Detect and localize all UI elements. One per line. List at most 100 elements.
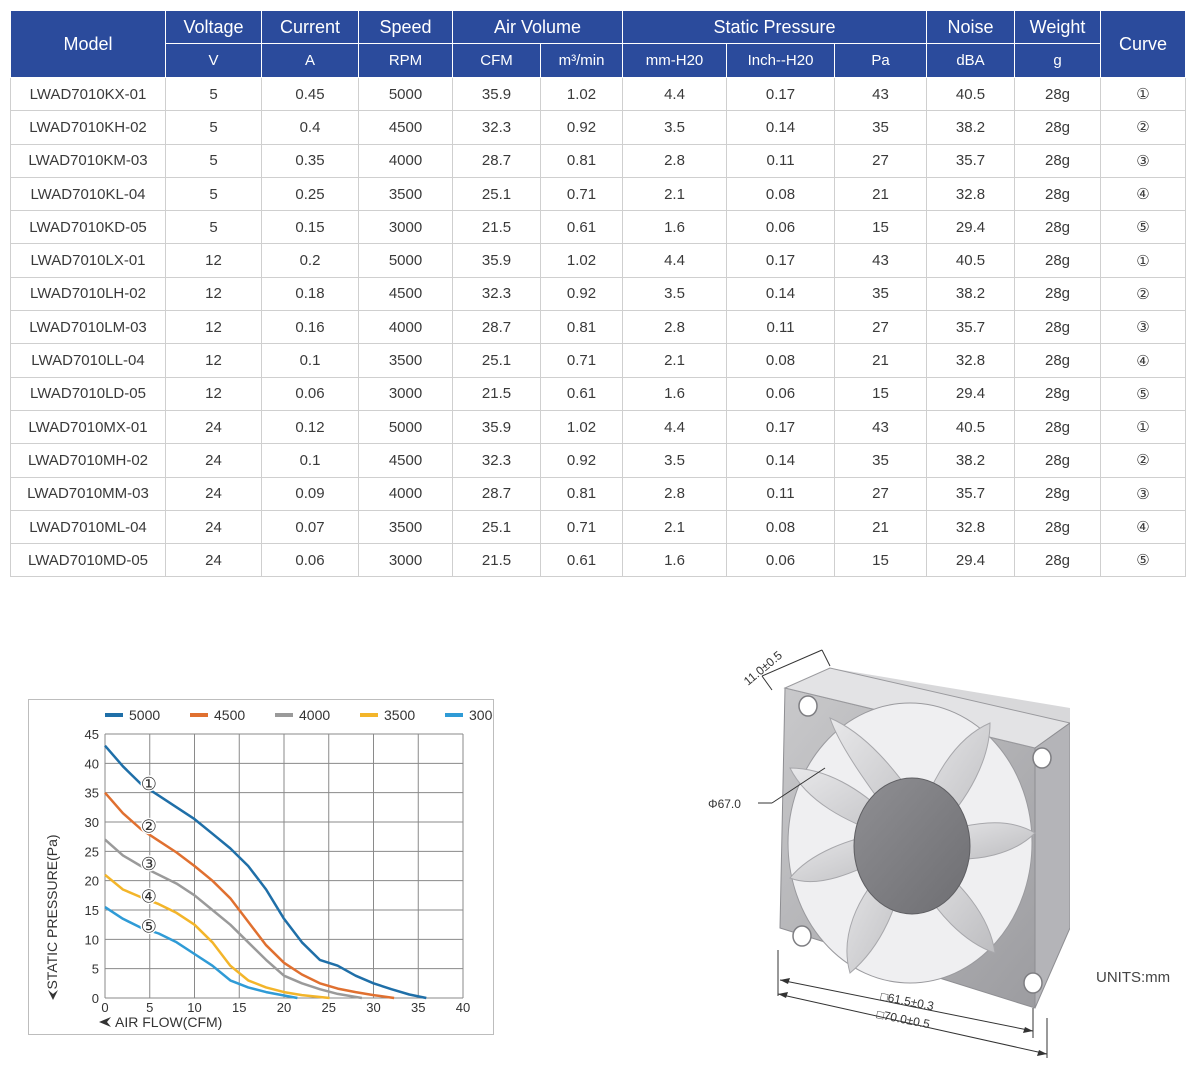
table-cell: 5	[165, 210, 262, 245]
header-model: Model	[10, 10, 166, 78]
series-line-5000	[104, 744, 427, 1000]
table-cell: 2.8	[622, 143, 728, 178]
table-cell: 0.61	[539, 210, 624, 245]
table-cell: ⑤	[1100, 210, 1187, 245]
table-cell: 21.5	[452, 210, 541, 245]
table-cell: 21	[834, 176, 928, 212]
table-cell: 0.15	[261, 210, 359, 245]
table-row: LWAD7010LH-02 12 0.18 4500 32.3 0.92 3.5 0.14 35…	[10, 276, 1187, 312]
table-row: LWAD7010KX-01 5 0.45 5000 35.9 1.02 4.4 0.17 43 4…	[10, 76, 1187, 112]
table-cell: 1.02	[539, 243, 624, 278]
unit-m3min: m³/min	[539, 43, 624, 78]
table-cell: 40.5	[926, 409, 1016, 445]
table-cell: LWAD7010LM-03	[10, 310, 166, 345]
y-tick-label: 15	[85, 903, 99, 918]
unit-pa: Pa	[834, 43, 928, 78]
table-cell: 35	[834, 443, 928, 478]
table-cell: 0.17	[726, 76, 836, 112]
table-cell: 1.6	[622, 376, 728, 411]
table-cell: 32.3	[452, 276, 541, 312]
table-cell: 4500	[358, 443, 453, 478]
table-cell: 28g	[1014, 509, 1102, 545]
header-current: Current	[261, 10, 359, 44]
table-cell: 0.14	[726, 110, 836, 145]
table-cell: 1.6	[622, 543, 728, 578]
table-cell: 28.7	[452, 143, 541, 178]
table-cell: 2.1	[622, 343, 728, 378]
table-cell: 0.11	[726, 143, 836, 178]
table-cell: 0.06	[726, 543, 836, 578]
table-cell: LWAD7010LX-01	[10, 243, 166, 278]
table-cell: 27	[834, 310, 928, 345]
table-cell: 12	[165, 276, 262, 312]
unit-speed: RPM	[358, 43, 453, 78]
fan-drawing: 11.0±0.5 Φ67.0 □61.5±0.3 □70.0±0.5	[708, 648, 1070, 1058]
x-tick-label: 20	[277, 1000, 291, 1015]
table-cell: 0.09	[261, 476, 359, 511]
table-cell: 0.61	[539, 376, 624, 411]
x-axis-label: AIR FLOW(CFM)	[115, 1014, 222, 1030]
dimension-arrows	[778, 978, 1047, 1056]
table-cell: 32.8	[926, 343, 1016, 378]
x-tick-label: 10	[187, 1000, 201, 1015]
unit-mmh2o: mm-H20	[622, 43, 728, 78]
table-cell: 40.5	[926, 243, 1016, 278]
y-tick-label: 30	[85, 815, 99, 830]
table-cell: 4.4	[622, 243, 728, 278]
dim-height-label: 11.0±0.5	[741, 648, 785, 688]
table-row: LWAD7010KD-05 5 0.15 3000 21.5 0.61 1.6 0.06 15 2…	[10, 210, 1187, 245]
header-static-pressure: Static Pressure	[622, 10, 928, 44]
table-cell: 24	[165, 543, 262, 578]
table-cell: 21	[834, 509, 928, 545]
table-cell: 5000	[358, 409, 453, 445]
table-cell: LWAD7010ML-04	[10, 509, 166, 545]
table-cell: 0.11	[726, 310, 836, 345]
table-cell: 0.71	[539, 343, 624, 378]
table-cell: 27	[834, 143, 928, 178]
y-tick-label: 45	[85, 727, 99, 742]
table-cell: 5	[165, 110, 262, 145]
table-cell: 0.35	[261, 143, 359, 178]
table-cell: ②	[1100, 110, 1187, 145]
table-cell: 28g	[1014, 276, 1102, 312]
table-cell: ①	[1100, 243, 1187, 278]
y-tick-label: 0	[92, 991, 99, 1006]
table-cell: 43	[834, 243, 928, 278]
table-cell: 0.2	[261, 243, 359, 278]
x-tick-label: 35	[411, 1000, 425, 1015]
table-cell: 0.14	[726, 276, 836, 312]
legend-entry: 4000	[299, 707, 330, 723]
legend-entry: 5000	[129, 707, 160, 723]
table-cell: LWAD7010KX-01	[10, 76, 166, 112]
table-cell: ④	[1100, 176, 1187, 212]
table-cell: ⑤	[1100, 376, 1187, 411]
table-cell: 3500	[358, 176, 453, 212]
header-speed: Speed	[358, 10, 453, 44]
unit-cfm: CFM	[452, 43, 541, 78]
table-cell: LWAD7010MD-05	[10, 543, 166, 578]
table-cell: 28g	[1014, 243, 1102, 278]
table-cell: 32.3	[452, 443, 541, 478]
table-row: LWAD7010KM-03 5 0.35 4000 28.7 0.81 2.8 0.11 27 3…	[10, 143, 1187, 178]
table-cell: 38.2	[926, 443, 1016, 478]
table-cell: 0.71	[539, 509, 624, 545]
unit-current: A	[261, 43, 359, 78]
table-cell: 35.9	[452, 243, 541, 278]
table-cell: 0.17	[726, 243, 836, 278]
table-cell: 35	[834, 276, 928, 312]
x-tick-label: 15	[232, 1000, 246, 1015]
table-cell: LWAD7010LL-04	[10, 343, 166, 378]
legend-entry: 4500	[214, 707, 245, 723]
unit-voltage: V	[165, 43, 262, 78]
table-row: LWAD7010LL-04 12 0.1 3500 25.1 0.71 2.1 0.08 21 3…	[10, 343, 1187, 378]
x-tick-label: 25	[322, 1000, 336, 1015]
table-cell: 12	[165, 310, 262, 345]
table-cell: ③	[1100, 476, 1187, 511]
table-cell: 0.07	[261, 509, 359, 545]
table-cell: 0.11	[726, 476, 836, 511]
table-cell: 0.92	[539, 443, 624, 478]
legend-entry: 3500	[384, 707, 415, 723]
table-cell: 28g	[1014, 543, 1102, 578]
table-cell: ③	[1100, 310, 1187, 345]
curve-marker: ④	[141, 887, 157, 908]
